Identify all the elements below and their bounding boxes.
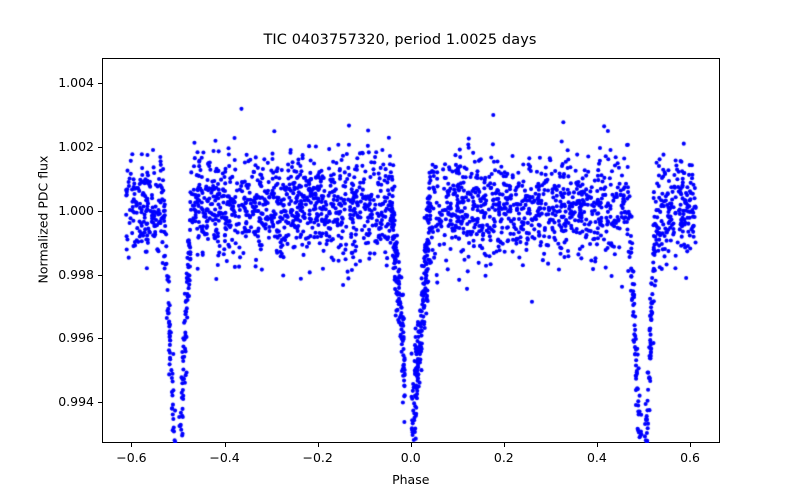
x-tick-label: 0.0 [400,450,421,465]
y-tick-mark [98,402,102,404]
y-tick-label: 1.002 [58,138,94,154]
x-tick-label: −0.4 [209,450,240,465]
chart-title: TIC 0403757320, period 1.0025 days [263,32,537,48]
y-tick-label: 0.998 [58,266,94,282]
x-tick-mark [317,443,319,447]
x-tick-mark [503,443,505,447]
y-tick-mark [98,83,102,85]
y-axis-label: Normalized PDC flux [35,155,51,284]
x-tick-label: 0.6 [680,450,700,465]
x-tick-mark [410,443,412,447]
x-tick-mark [596,443,598,447]
x-tick-label: 0.2 [493,450,514,465]
x-axis-label: Phase [392,472,430,487]
x-tick-label: −0.6 [116,450,147,465]
x-tick-mark [224,443,226,447]
x-tick-label: 0.4 [586,450,607,465]
y-tick-mark [98,146,102,148]
y-tick-mark [98,210,102,212]
scatter-plot-points [102,59,720,443]
x-tick-mark [690,443,692,447]
y-tick-label: 1.000 [58,202,94,218]
y-tick-mark [98,338,102,340]
x-tick-label: −0.2 [302,450,333,465]
y-tick-label: 1.004 [58,75,94,91]
plot-axes-area [101,58,720,443]
y-tick-mark [98,274,102,276]
x-tick-mark [131,443,133,447]
y-tick-label: 0.994 [58,394,94,410]
y-tick-label: 0.996 [58,330,94,346]
